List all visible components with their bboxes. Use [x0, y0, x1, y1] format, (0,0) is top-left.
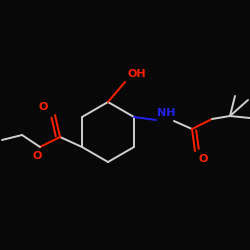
Text: O: O	[39, 102, 48, 112]
Text: O: O	[199, 154, 208, 164]
Text: NH: NH	[157, 108, 176, 118]
Text: OH: OH	[127, 69, 146, 79]
Text: O: O	[32, 151, 42, 161]
